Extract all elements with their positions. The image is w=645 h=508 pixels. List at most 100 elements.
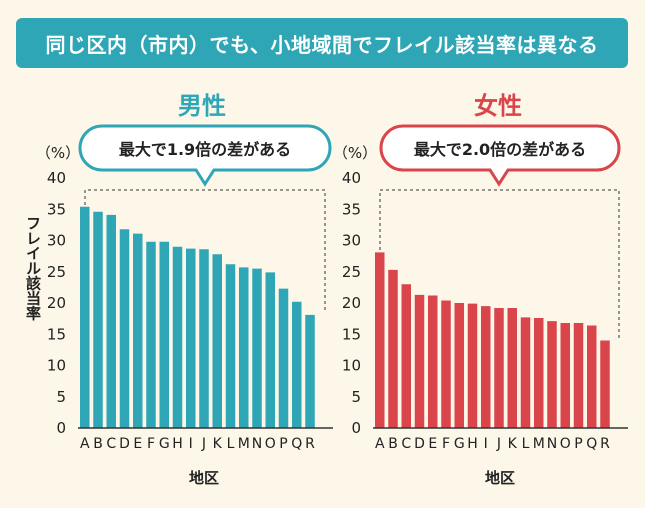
male-bar-m bbox=[239, 267, 249, 428]
male-x-tick-label: R bbox=[305, 436, 315, 452]
male-callout-bubble bbox=[78, 124, 332, 187]
male-bar-f bbox=[146, 241, 156, 428]
female-bar-o bbox=[560, 323, 570, 428]
male-y-tick-label: 30 bbox=[47, 232, 66, 250]
male-x-tick-label: H bbox=[172, 436, 183, 452]
female-bar-g bbox=[454, 303, 464, 428]
male-y-tick-label: 35 bbox=[47, 200, 66, 218]
male-x-tick-label: C bbox=[106, 436, 116, 452]
male-bars bbox=[80, 206, 315, 428]
male-bar-a bbox=[80, 206, 90, 428]
female-x-tick-label: B bbox=[388, 436, 398, 452]
female-x-tick-label: F bbox=[442, 436, 450, 452]
female-bar-i bbox=[481, 306, 491, 428]
male-x-tick-label: E bbox=[133, 436, 142, 452]
male-x-tick-label: P bbox=[279, 436, 287, 452]
female-x-axis-label: 地区 bbox=[485, 469, 515, 487]
female-bar-k bbox=[507, 308, 517, 428]
female-y-tick-label: 15 bbox=[342, 325, 361, 343]
male-x-tick-label: M bbox=[238, 436, 250, 452]
female-x-tick-label: N bbox=[547, 436, 557, 452]
female-x-tick-label: E bbox=[428, 436, 437, 452]
female-x-tick-label: J bbox=[496, 436, 501, 452]
female-x-tick-label: H bbox=[467, 436, 478, 452]
female-callout-bubble bbox=[379, 124, 621, 187]
female-bar-q bbox=[587, 325, 597, 428]
female-x-tick-label: R bbox=[600, 436, 610, 452]
male-x-tick-label: B bbox=[93, 436, 103, 452]
male-chart-panel: 男性 最大で1.9倍の差がある （%） フレイル該当率 0 5 10 15 20 25 30… bbox=[24, 92, 333, 487]
female-x-tick-label: I bbox=[484, 436, 488, 452]
female-bar-m bbox=[534, 318, 544, 428]
female-callout-text: 最大で2.0倍の差がある bbox=[414, 140, 586, 159]
female-bar-j bbox=[494, 308, 504, 428]
female-x-tick-label: G bbox=[454, 436, 465, 452]
male-bar-o bbox=[265, 272, 275, 428]
female-y-tick-label: 0 bbox=[351, 419, 361, 437]
male-chart-title: 男性 bbox=[178, 92, 226, 120]
male-x-tick-label: D bbox=[119, 436, 130, 452]
female-y-tick-label: 40 bbox=[342, 169, 361, 187]
female-x-tick-label: L bbox=[522, 436, 530, 452]
female-x-tick-label: K bbox=[508, 436, 518, 452]
male-y-tick-label: 10 bbox=[47, 357, 66, 375]
female-bar-c bbox=[401, 284, 411, 428]
female-bars bbox=[375, 252, 610, 428]
male-bar-d bbox=[119, 229, 130, 428]
female-bar-l bbox=[520, 317, 531, 428]
male-x-tick-label: L bbox=[227, 436, 235, 452]
female-bar-n bbox=[547, 321, 557, 428]
male-x-tick-label: K bbox=[213, 436, 223, 452]
female-x-tick-label: D bbox=[414, 436, 425, 452]
male-callout-text: 最大で1.9倍の差がある bbox=[119, 140, 291, 159]
male-x-tick-label: I bbox=[189, 436, 193, 452]
male-bar-l bbox=[225, 264, 236, 428]
male-bar-b bbox=[93, 211, 103, 428]
male-unit-label: （%） bbox=[36, 144, 80, 162]
male-y-tick-label: 5 bbox=[56, 388, 66, 406]
male-bar-n bbox=[252, 268, 262, 428]
female-bar-b bbox=[388, 269, 398, 428]
male-bar-p bbox=[278, 288, 289, 428]
male-y-tick-label: 15 bbox=[47, 325, 66, 343]
male-y-tick-label: 25 bbox=[47, 263, 66, 281]
male-y-tick-label: 20 bbox=[47, 294, 66, 312]
female-bar-a bbox=[375, 252, 385, 428]
female-y-tick-label: 10 bbox=[342, 357, 361, 375]
female-x-tick-label: P bbox=[574, 436, 582, 452]
female-x-tick-label: Q bbox=[586, 436, 597, 452]
female-bar-f bbox=[441, 300, 451, 428]
female-bar-r bbox=[600, 340, 610, 428]
male-bar-i bbox=[186, 248, 196, 428]
male-x-tick-label: N bbox=[252, 436, 262, 452]
male-y-tick-label: 40 bbox=[47, 169, 66, 187]
male-x-tick-label: G bbox=[159, 436, 170, 452]
male-bar-c bbox=[106, 214, 116, 428]
male-x-tick-label: A bbox=[80, 436, 90, 452]
female-x-tick-label: M bbox=[533, 436, 545, 452]
female-y-tick-label: 5 bbox=[351, 388, 361, 406]
female-y-tick-label: 20 bbox=[342, 294, 361, 312]
male-y-ticks: 0 5 10 15 20 25 30 35 40 bbox=[47, 169, 66, 437]
female-chart-title: 女性 bbox=[474, 92, 522, 120]
male-x-axis-label: 地区 bbox=[189, 469, 219, 487]
male-y-tick-label: 0 bbox=[56, 419, 66, 437]
male-bar-r bbox=[305, 314, 315, 428]
female-unit-label: （%） bbox=[333, 144, 377, 162]
male-y-axis-label: フレイル該当率 bbox=[24, 216, 42, 322]
male-bar-j bbox=[199, 249, 209, 428]
female-x-tick-label: O bbox=[560, 436, 571, 452]
title-banner: 同じ区内（市内）でも、小地域間でフレイル該当率は異なる bbox=[16, 18, 628, 68]
female-difference-bracket bbox=[379, 189, 620, 339]
male-x-tick-label: Q bbox=[291, 436, 302, 452]
male-bar-g bbox=[159, 241, 169, 428]
male-bar-h bbox=[172, 246, 183, 428]
male-x-tick-label: F bbox=[147, 436, 155, 452]
female-bar-e bbox=[428, 295, 438, 428]
male-x-tick-label: J bbox=[201, 436, 206, 452]
female-x-tick-label: A bbox=[375, 436, 385, 452]
